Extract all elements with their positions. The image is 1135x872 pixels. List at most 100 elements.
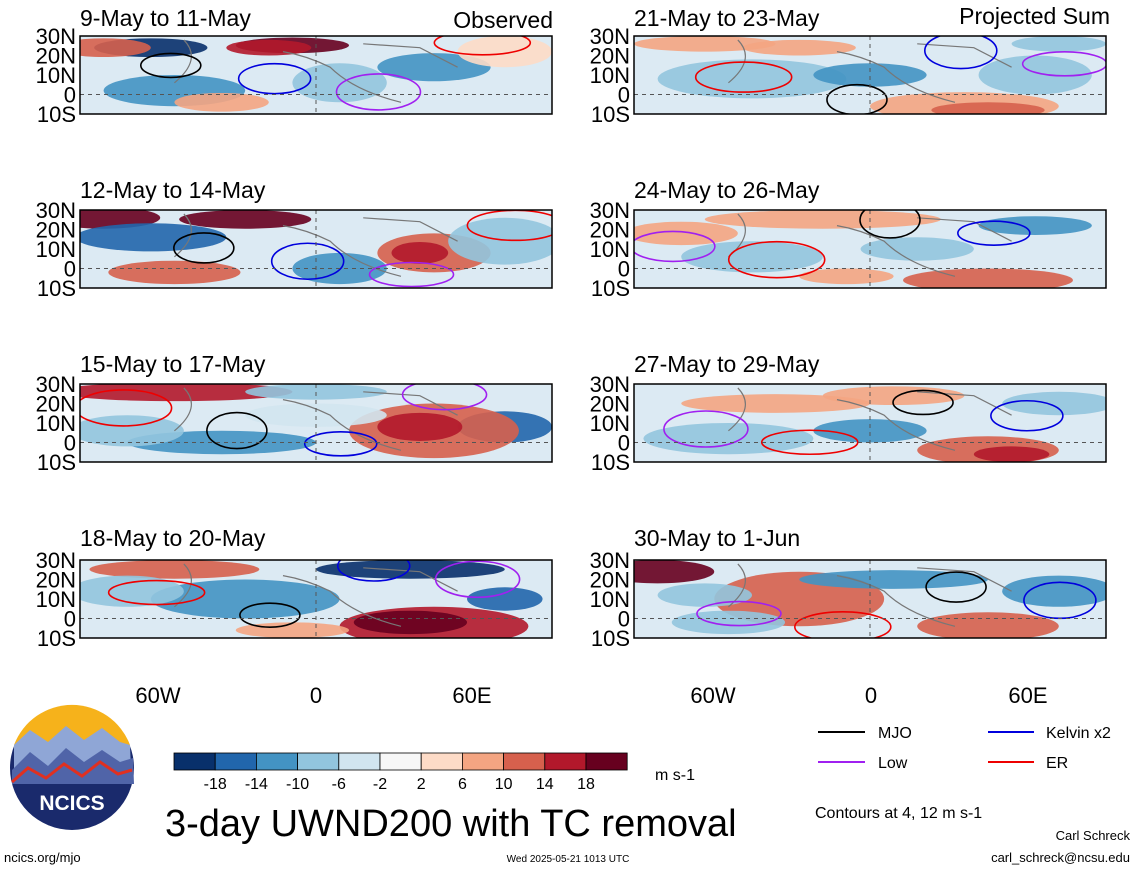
- wind-field: [80, 384, 552, 459]
- lon-label: 60E: [1008, 683, 1047, 708]
- logo-text: NCICS: [39, 792, 104, 815]
- lat-label: 0: [618, 83, 630, 108]
- colorbar-label: 2: [417, 776, 426, 793]
- lat-label: 10S: [591, 102, 630, 127]
- lon-labels-left: 60W 0 60E: [135, 683, 491, 708]
- contour-line: [303, 431, 378, 457]
- colorbar-box: [585, 752, 628, 771]
- colorbar-label: 6: [458, 776, 467, 793]
- map-frame: [79, 383, 553, 463]
- colorbar-label: 14: [536, 776, 554, 793]
- email: carl_schreck@ncsu.edu: [991, 850, 1130, 865]
- panel-title: 18-May to 20-May: [80, 525, 266, 551]
- contour-line: [727, 240, 826, 279]
- contour-line: [694, 61, 793, 93]
- lat-label: 10S: [37, 102, 76, 127]
- lat-label: 20N: [590, 218, 630, 243]
- colorbar-box: [338, 752, 381, 771]
- lat-label: 10N: [590, 587, 630, 612]
- lat-label: 20N: [36, 392, 76, 417]
- legend-label-low: Low: [878, 755, 908, 772]
- panel-title: 12-May to 14-May: [80, 177, 266, 203]
- lat-label: 20N: [590, 392, 630, 417]
- site-url: ncics.org/mjo: [4, 850, 81, 865]
- lat-label: 10N: [590, 237, 630, 262]
- lon-label: 60W: [690, 683, 735, 708]
- map-frame: [633, 383, 1107, 463]
- lat-label: 20N: [36, 568, 76, 593]
- lat-label: 0: [64, 83, 76, 108]
- contour-line: [434, 560, 521, 599]
- lat-label: 30N: [590, 24, 630, 49]
- map-frame: [633, 209, 1107, 289]
- lat-label: 30N: [36, 372, 76, 397]
- contour-line: [990, 399, 1064, 432]
- lat-label: 0: [64, 431, 76, 456]
- lat-label: 10S: [591, 450, 630, 475]
- map-frame: [633, 559, 1107, 639]
- wind-field: [80, 560, 543, 638]
- colorbar-box: [420, 752, 463, 771]
- panel-title: 30-May to 1-Jun: [634, 525, 800, 551]
- contour-line: [1021, 51, 1106, 77]
- lat-label: 10N: [36, 237, 76, 262]
- panel-title: 15-May to 17-May: [80, 351, 266, 377]
- timestamp: Wed 2025-05-21 1013 UTC: [507, 854, 630, 865]
- units-label: m s-1: [655, 767, 695, 784]
- colorbar-box: [214, 752, 257, 771]
- projected-tag: Projected Sum: [959, 3, 1110, 29]
- lat-label: 0: [64, 607, 76, 632]
- contour-line: [760, 429, 859, 456]
- lat-label: 20N: [36, 44, 76, 69]
- wind-field: [634, 210, 1092, 288]
- legend-label-mjo: MJO: [878, 725, 912, 742]
- contour-line: [892, 389, 954, 416]
- panel-title: 27-May to 29-May: [634, 351, 820, 377]
- colorbar-label: 18: [577, 776, 595, 793]
- legend: MJO Kelvin x2 Low ER: [818, 725, 1111, 772]
- map-frame: [633, 35, 1107, 115]
- lat-label: 10S: [591, 626, 630, 651]
- colorbar-label: -18: [204, 776, 227, 793]
- colorbar-box: [379, 752, 422, 771]
- lat-label: 30N: [36, 198, 76, 223]
- colorbar-label: 10: [495, 776, 513, 793]
- contour-line: [368, 261, 455, 288]
- colorbar-box: [297, 752, 340, 771]
- main-title: 3-day UWND200 with TC removal: [165, 803, 737, 845]
- lat-label: 30N: [590, 198, 630, 223]
- map-frame: [79, 35, 553, 115]
- panel-title: 24-May to 26-May: [634, 177, 820, 203]
- lat-label: 10S: [37, 626, 76, 651]
- colorbar-label: -2: [373, 776, 387, 793]
- colorbar-box: [255, 752, 298, 771]
- contour-line: [957, 220, 1031, 246]
- lat-label: 10N: [590, 411, 630, 436]
- contour-line: [270, 242, 345, 281]
- map-frame: [79, 209, 553, 289]
- map-frame: [79, 559, 553, 639]
- lon-labels-right: 60W 0 60E: [690, 683, 1047, 708]
- panel-title: 9-May to 11-May: [80, 5, 251, 31]
- lat-label: 0: [64, 257, 76, 282]
- contour-line: [794, 611, 892, 638]
- contour-line: [925, 571, 987, 603]
- contour-line: [924, 36, 998, 70]
- contour-line: [140, 52, 202, 79]
- lat-label: 0: [618, 607, 630, 632]
- contour-line: [663, 410, 749, 448]
- colorbar-box: [461, 752, 504, 771]
- contour-note: Contours at 4, 12 m s-1: [815, 805, 982, 822]
- colorbar-label: -10: [286, 776, 309, 793]
- colorbar: -18 -14 -10 -6 -2 2 6 10 14 18: [173, 752, 628, 793]
- contour-line: [335, 73, 422, 111]
- lat-label: 30N: [590, 548, 630, 573]
- lat-label: 10N: [36, 411, 76, 436]
- lat-label: 10S: [37, 276, 76, 301]
- wind-field: [80, 210, 552, 288]
